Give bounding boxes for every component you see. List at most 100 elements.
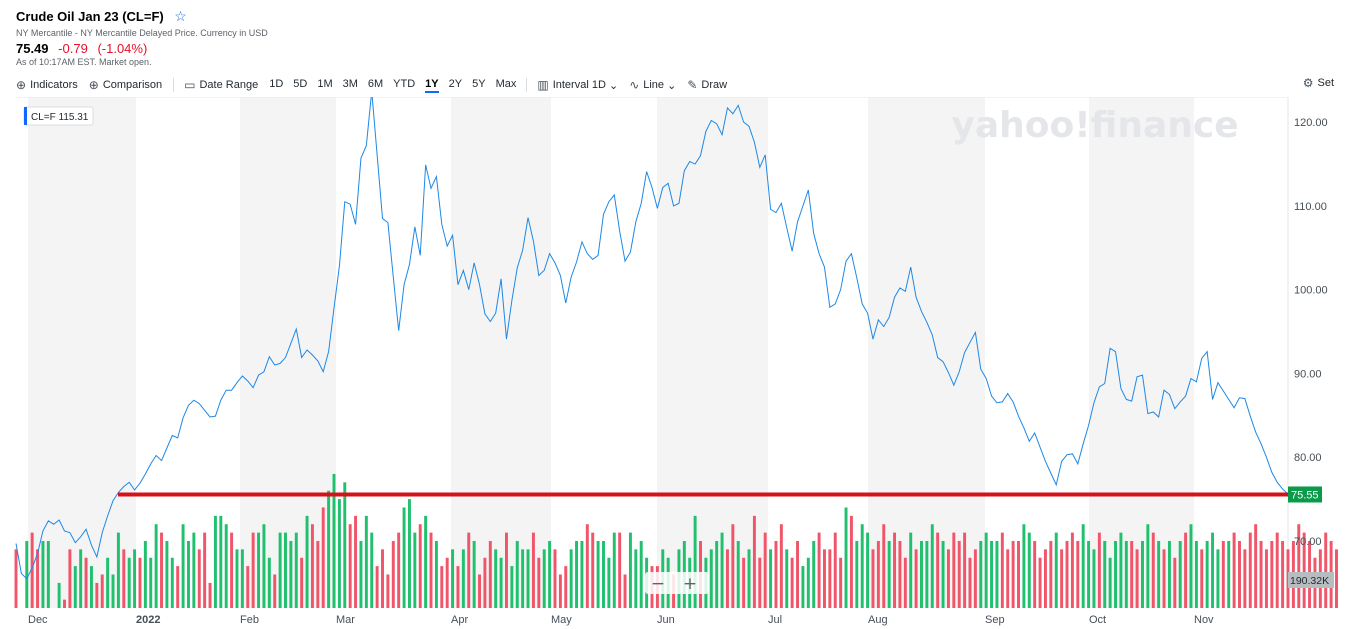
indicators-button[interactable]: ⊕ Indicators — [16, 78, 78, 92]
volume-bar — [149, 557, 153, 608]
comparison-button[interactable]: ⊕ Comparison — [88, 78, 163, 92]
volume-bar — [14, 549, 18, 608]
volume-bar — [1114, 540, 1117, 608]
volume-bar — [1243, 549, 1247, 608]
range-max-button[interactable]: Max — [495, 77, 517, 90]
volume-bar — [381, 549, 384, 608]
volume-bar — [968, 557, 972, 608]
volume-tag: 190.32K — [1288, 572, 1334, 588]
volume-bar — [542, 549, 546, 608]
volume-bar — [127, 557, 131, 608]
pencil-icon: ✎ — [687, 78, 698, 92]
interval-button[interactable]: ▥ Interval 1D ⌄ — [537, 78, 619, 92]
volume-bar — [531, 532, 535, 608]
volume-bar — [505, 532, 508, 608]
volume-bar — [1038, 557, 1042, 608]
volume-bar — [1335, 549, 1338, 608]
volume-bar — [564, 566, 568, 608]
volume-bar — [806, 557, 810, 608]
range-5y-button[interactable]: 5Y — [472, 77, 486, 90]
volume-bar — [230, 532, 234, 608]
chart-toolbar: ⊕ Indicators ⊕ Comparison ▭ Date Range 1D 5D… — [16, 76, 1345, 94]
star-icon[interactable]: ☆ — [174, 8, 187, 24]
volume-bar — [796, 540, 799, 608]
volume-bar — [1238, 540, 1241, 608]
volume-bar — [1011, 540, 1015, 608]
x-tick-label: Aug — [868, 614, 888, 626]
date-range-button[interactable]: ▭ Date Range — [184, 78, 259, 92]
range-1m-button[interactable]: 1M — [317, 77, 333, 90]
volume-bar — [41, 540, 45, 608]
volume-bar — [823, 549, 826, 608]
y-tick-label: 70.00 — [1294, 536, 1322, 548]
zoom-out-button[interactable]: − — [651, 574, 665, 594]
range-1d-button[interactable]: 1D — [269, 77, 284, 90]
x-tick-label: Dec — [28, 614, 48, 626]
watermark-text: yahoo!finance — [951, 105, 1238, 146]
x-tick-label: May — [551, 614, 572, 626]
line-chart-icon: ∿ — [629, 78, 640, 92]
volume-tag-bg — [1288, 572, 1334, 588]
range-3m-button[interactable]: 3M — [342, 77, 358, 90]
volume-bar — [483, 557, 487, 608]
volume-bar — [1054, 532, 1058, 608]
zoom-in-button[interactable]: + — [683, 574, 697, 594]
volume-bar — [267, 557, 271, 608]
volume-bar — [1270, 540, 1274, 608]
x-tick-label: 2022 — [136, 614, 160, 626]
settings-button[interactable]: ⚙ Set — [1302, 76, 1334, 90]
volume-bar — [849, 515, 853, 608]
quote-price: 75.49 — [16, 41, 49, 56]
volume-bar — [461, 549, 465, 608]
volume-bar — [1141, 540, 1144, 608]
volume-bar — [106, 557, 110, 608]
y-tick-label: 90.00 — [1294, 368, 1322, 380]
volume-bar — [36, 549, 40, 608]
volume-bar — [1130, 540, 1134, 608]
volume-bar — [1184, 532, 1188, 608]
volume-bar — [893, 532, 897, 608]
volume-bar — [187, 540, 190, 608]
range-5d-button[interactable]: 5D — [293, 77, 308, 90]
range-1y-button[interactable]: 1Y — [425, 78, 439, 93]
draw-button[interactable]: ✎ Draw — [687, 78, 728, 92]
volume-bar — [860, 524, 864, 608]
y-tick-label: 120.00 — [1294, 117, 1328, 129]
volume-bar — [154, 524, 158, 608]
quote-as-of: As of 10:17AM EST. Market open. — [16, 57, 152, 67]
line-type-button[interactable]: ∿ Line ⌄ — [629, 78, 677, 92]
volume-bar — [197, 549, 201, 608]
volume-bar — [758, 557, 762, 608]
volume-bar — [68, 549, 72, 608]
range-6m-button[interactable]: 6M — [367, 77, 384, 90]
x-tick-label: Feb — [240, 614, 259, 626]
volume-bar — [866, 532, 870, 608]
volume-bar — [1049, 540, 1053, 608]
volume-bar — [321, 507, 325, 608]
volume-bar — [812, 540, 816, 608]
volume-bar — [769, 549, 773, 608]
volume-bar — [133, 549, 137, 608]
volume-bar — [337, 499, 341, 608]
volume-bar — [575, 540, 579, 608]
volume-bar — [623, 574, 627, 608]
plus-circle-icon: ⊕ — [88, 78, 99, 92]
volume-bar — [984, 532, 988, 608]
volume-bar — [413, 532, 417, 608]
price-chart[interactable]: yahoo!finance 120.00 110.00 100.00 90.00 80.0… — [0, 97, 1345, 629]
range-ytd-button[interactable]: YTD — [393, 77, 416, 90]
volume-bar — [219, 515, 223, 608]
volume-bar — [25, 540, 29, 608]
current-price-tag-bg — [1288, 486, 1322, 503]
volume-bar — [731, 524, 735, 608]
volume-bar — [100, 574, 104, 608]
series-legend-tag[interactable]: CL=F 115.31 — [23, 106, 94, 126]
volume-bar — [763, 532, 767, 608]
volume-bar — [57, 582, 61, 608]
volume-bar — [898, 540, 902, 608]
volume-bar — [920, 540, 923, 608]
y-tick-label: 100.00 — [1294, 285, 1328, 297]
volume-bar — [979, 540, 983, 608]
range-2y-button[interactable]: 2Y — [448, 77, 463, 90]
volume-bar — [30, 532, 34, 608]
